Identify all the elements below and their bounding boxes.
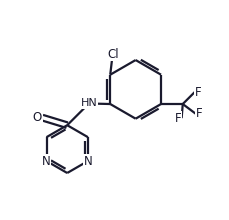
Text: O: O xyxy=(33,111,42,124)
Text: Cl: Cl xyxy=(107,48,119,60)
Text: HN: HN xyxy=(80,99,97,108)
Text: N: N xyxy=(42,154,51,168)
Text: F: F xyxy=(195,107,202,120)
Text: N: N xyxy=(83,154,92,168)
Text: F: F xyxy=(194,86,201,99)
Text: F: F xyxy=(174,112,181,125)
